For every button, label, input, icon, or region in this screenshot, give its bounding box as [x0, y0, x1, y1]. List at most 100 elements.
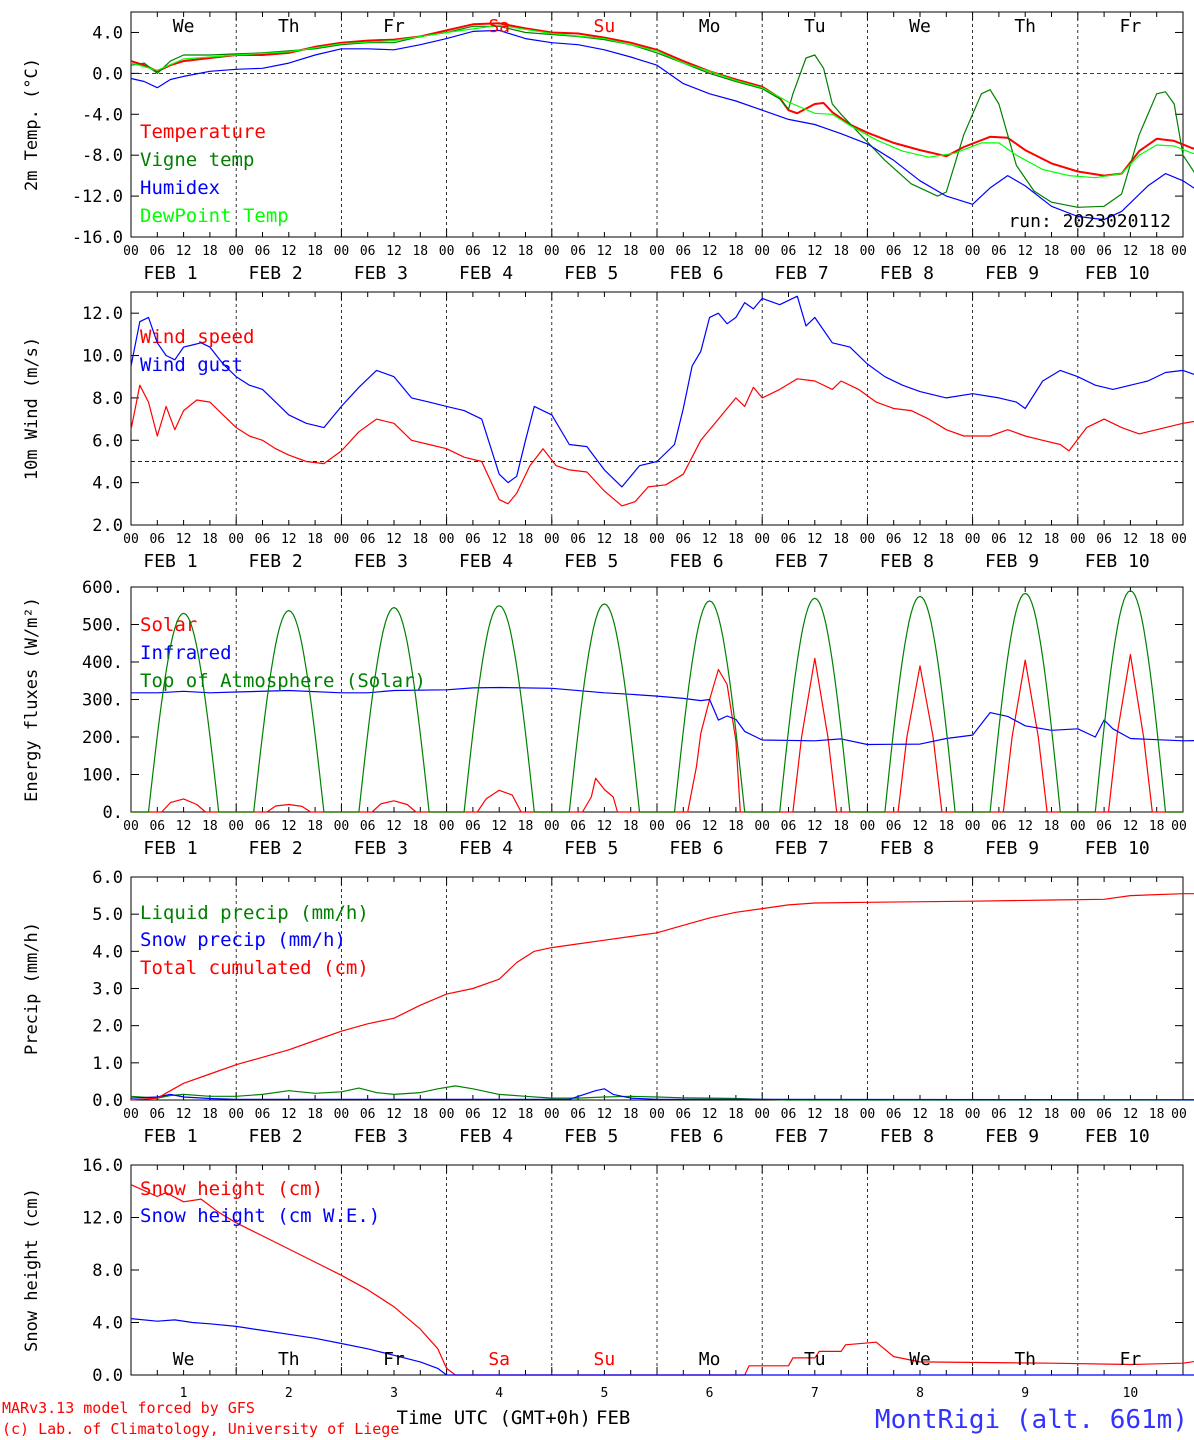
x-tick-label: 12: [1017, 532, 1033, 547]
x-tick-label: 12: [912, 244, 928, 259]
panel-snow: 16.0 12.0 8.0 4.0 0.0 Snow height (cm) Snow he…: [22, 1156, 1194, 1401]
weekday-label: Th: [278, 1349, 300, 1370]
x-tick-label: 00: [228, 819, 244, 834]
x-tick-label: 12: [912, 532, 928, 547]
x-tick-label: 12: [807, 1107, 823, 1122]
x-tick-label: 06: [781, 532, 797, 547]
x-tick-label: 12: [1123, 819, 1139, 834]
x-tick-label: 12: [912, 1107, 928, 1122]
weekday-label: Th: [278, 16, 300, 37]
date-label: FEB 7: [775, 838, 829, 859]
date-label: FEB 9: [985, 838, 1039, 859]
date-label: FEB 10: [1085, 263, 1150, 284]
date-label: FEB 3: [354, 838, 408, 859]
x-tick-label: 00: [649, 819, 665, 834]
legend-entry: Liquid precip (mm/h): [140, 902, 369, 924]
x-tick-label: 06: [149, 244, 165, 259]
x-tick-label: 00: [965, 532, 981, 547]
x-tick-label: 00: [649, 532, 665, 547]
x-tick-label: 06: [570, 819, 586, 834]
x-tick-label: 00: [860, 819, 876, 834]
x-tick-label: 12: [386, 532, 402, 547]
x-tick-label: 18: [1044, 244, 1060, 259]
x-tick-label: 00: [1171, 1107, 1187, 1122]
x-tick-label: 06: [886, 244, 902, 259]
x-tick-label: 18: [1044, 1107, 1060, 1122]
x-tick-label: 18: [202, 532, 218, 547]
x-tick-label: 18: [412, 1107, 428, 1122]
x-tick-label: 18: [938, 244, 954, 259]
x-tick-label: 12: [386, 819, 402, 834]
x-tick-label: 06: [570, 244, 586, 259]
x-tick-label: 06: [1096, 244, 1112, 259]
series-line-wind-speed: [130, 378, 1194, 507]
y-tick-label: 16.0: [82, 1156, 123, 1176]
y-tick-label: 2.0: [92, 1017, 123, 1037]
x-tick-label: 12: [491, 819, 507, 834]
date-label: FEB 10: [1085, 838, 1150, 859]
x-tick-label: 18: [412, 244, 428, 259]
x-tick-label: 18: [833, 532, 849, 547]
x-tick-label: 18: [518, 819, 534, 834]
x-tick-label: 12: [491, 532, 507, 547]
x-tick-label: 12: [597, 1107, 613, 1122]
day-number-label: 5: [600, 1386, 608, 1401]
y-tick-label: 0.0: [92, 1091, 123, 1111]
x-tick-label: 00: [439, 244, 455, 259]
date-label: FEB 6: [669, 1126, 723, 1147]
x-tick-label: 00: [228, 1107, 244, 1122]
x-tick-label: 18: [412, 532, 428, 547]
date-label: FEB 4: [459, 551, 513, 572]
series-line-total-cumulated-cm-: [130, 893, 1194, 1101]
x-tick-label: 00: [334, 244, 350, 259]
x-tick-label: 00: [1171, 244, 1187, 259]
x-tick-label: 12: [702, 532, 718, 547]
x-tick-label: 18: [202, 244, 218, 259]
x-tick-label: 18: [1044, 532, 1060, 547]
weekday-label: We: [909, 1349, 931, 1370]
x-tick-label: 18: [412, 819, 428, 834]
x-tick-label: 06: [1096, 819, 1112, 834]
y-tick-label: 2.0: [92, 516, 123, 536]
series-line-liquid-precip-mm-h-: [130, 1085, 1194, 1101]
x-tick-label: 12: [491, 244, 507, 259]
y-tick-label: 5.0: [92, 905, 123, 925]
x-tick-label: 06: [360, 1107, 376, 1122]
date-label: FEB 3: [354, 263, 408, 284]
date-label: FEB 2: [249, 1126, 303, 1147]
legend-entry: Snow precip (mm/h): [140, 929, 346, 951]
x-tick-label: 06: [360, 819, 376, 834]
x-axis-month: FEB: [596, 1407, 630, 1429]
date-label: FEB 8: [880, 838, 934, 859]
x-tick-label: 06: [991, 1107, 1007, 1122]
x-tick-label: 18: [518, 1107, 534, 1122]
series-line-temperature: [130, 22, 1194, 177]
x-tick-label: 00: [334, 1107, 350, 1122]
x-tick-label: 06: [675, 1107, 691, 1122]
date-label: FEB 5: [564, 1126, 618, 1147]
legend-entry: Snow height (cm): [140, 1178, 323, 1200]
plot-frame: [130, 586, 1184, 813]
weekday-label: Tu: [804, 16, 826, 37]
x-tick-label: 12: [1017, 1107, 1033, 1122]
x-tick-label: 00: [123, 819, 139, 834]
y-tick-label: 0.: [103, 803, 123, 823]
x-tick-label: 12: [1123, 244, 1139, 259]
x-tick-label: 12: [281, 532, 297, 547]
y-tick-label: 400.: [82, 653, 123, 673]
x-tick-label: 06: [255, 1107, 271, 1122]
y-tick-label: 300.: [82, 691, 123, 711]
x-tick-label: 00: [1171, 532, 1187, 547]
x-tick-label: 00: [860, 1107, 876, 1122]
weekday-label: Mo: [699, 16, 721, 37]
series-line-snow-height-cm-w-e-: [130, 1318, 1194, 1376]
date-label: FEB 7: [775, 551, 829, 572]
x-tick-label: 00: [123, 244, 139, 259]
x-tick-label: 00: [334, 532, 350, 547]
date-label: FEB 1: [143, 1126, 197, 1147]
x-tick-label: 00: [649, 1107, 665, 1122]
legend-entry: Temperature: [140, 121, 266, 143]
date-label: FEB 5: [564, 838, 618, 859]
x-tick-label: 00: [754, 532, 770, 547]
date-label: FEB 5: [564, 263, 618, 284]
